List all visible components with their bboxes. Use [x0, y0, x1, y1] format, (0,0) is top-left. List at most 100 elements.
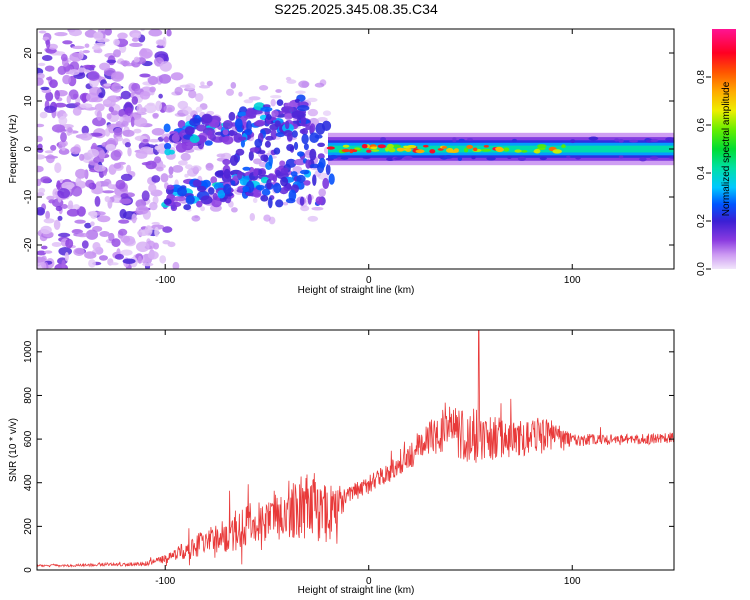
noise-blob — [94, 103, 105, 112]
branch-upper-blob — [163, 123, 171, 133]
noise-blob — [159, 255, 167, 264]
mid-blob — [273, 182, 282, 194]
noise-blob — [62, 74, 71, 85]
main-band-hotspot — [371, 149, 380, 152]
main-band-edge — [336, 157, 343, 160]
noise-blob — [142, 262, 154, 267]
mid-blob — [303, 180, 311, 186]
main-band-hotspot — [561, 144, 566, 149]
noise-blob — [120, 235, 131, 243]
mid-blob — [309, 163, 320, 169]
mid-blob — [291, 130, 298, 138]
noise-blob — [63, 113, 68, 118]
branch-upper-blob — [171, 133, 180, 143]
mid-blob — [234, 118, 243, 130]
noise-blob — [71, 229, 84, 235]
faint-blob — [195, 93, 204, 102]
mid-blob — [229, 155, 239, 166]
faint-blob — [184, 173, 189, 178]
faint-blob — [263, 214, 271, 222]
noise-blob — [131, 37, 139, 42]
noise-blob — [92, 117, 106, 127]
main-band-hotspot — [377, 144, 386, 149]
main-band-edge — [511, 138, 518, 143]
colorbar-tick-label: 0.4 — [696, 166, 707, 180]
noise-blob — [110, 71, 124, 82]
mid-blob — [318, 157, 326, 169]
noise-blob — [55, 205, 63, 212]
noise-blob — [45, 210, 50, 220]
main-band-edge — [575, 156, 581, 160]
noise-blob — [69, 29, 82, 37]
colorbar-tick-label: 0.8 — [696, 70, 707, 84]
branch-upper-blob — [271, 110, 279, 118]
noise-blob — [110, 262, 119, 266]
y-tick-label: 20 — [23, 47, 34, 59]
branch-upper-blob — [284, 113, 293, 120]
noise-blob — [73, 247, 85, 256]
noise-blob — [105, 144, 116, 152]
mid-blob — [245, 191, 254, 197]
noise-blob — [67, 127, 73, 133]
branch-lower-blob — [177, 186, 187, 197]
main-band-edge — [444, 155, 453, 159]
noise-blob — [68, 89, 79, 100]
main-band-edge — [403, 156, 413, 160]
noise-blob — [154, 145, 161, 150]
main-band-edge — [507, 155, 512, 159]
faint-blob — [322, 110, 332, 116]
main-band-edge — [362, 156, 371, 159]
main-band-hotspot — [349, 148, 354, 154]
faint-blob — [178, 160, 188, 166]
noise-blob — [84, 43, 90, 48]
y-tick-label: -20 — [23, 237, 34, 252]
branch-lower-blob — [170, 204, 178, 211]
noise-blob — [93, 42, 106, 47]
faint-blob — [259, 85, 269, 91]
noise-blob — [61, 204, 68, 209]
noise-blob — [37, 154, 46, 160]
noise-blob — [40, 86, 50, 91]
noise-blob — [38, 187, 46, 194]
branch-upper-blob — [175, 142, 187, 153]
noise-blob — [45, 91, 54, 102]
mid-blob — [312, 174, 317, 187]
faint-blob — [275, 89, 282, 93]
noise-blob — [144, 225, 153, 236]
y-tick-label: 1000 — [23, 340, 34, 363]
noise-blob — [64, 252, 69, 262]
noise-blob — [89, 64, 96, 69]
mid-blob — [290, 171, 298, 177]
mid-blob — [222, 158, 231, 166]
mid-blob — [309, 123, 316, 133]
faint-blob — [295, 90, 306, 94]
noise-blob — [71, 186, 83, 197]
branch-lower-blob — [208, 187, 215, 195]
noise-blob — [155, 100, 163, 112]
noise-blob — [75, 168, 87, 179]
noise-blob — [119, 198, 132, 205]
branch-lower-blob — [212, 192, 218, 201]
noise-blob — [72, 107, 82, 116]
faint-blob — [198, 85, 211, 89]
branch-lower-blob — [192, 179, 202, 188]
noise-blob — [65, 238, 74, 249]
noise-blob — [124, 142, 131, 148]
branch-upper-blob — [276, 99, 284, 106]
spectrogram-y-ticks: -20 -10 0 10 20 — [23, 47, 674, 252]
main-band-hotspot — [342, 144, 350, 148]
branch-upper-blob — [245, 108, 257, 118]
noise-blob — [131, 213, 137, 224]
noise-blob — [131, 32, 141, 39]
noise-blob — [115, 120, 129, 128]
noise-blob — [167, 241, 176, 248]
mid-blob — [223, 183, 232, 195]
faint-blob — [220, 152, 232, 160]
noise-blob — [85, 229, 99, 240]
noise-blob — [42, 262, 47, 269]
noise-blob — [44, 65, 55, 72]
noise-blob — [37, 135, 43, 143]
noise-blob — [151, 128, 165, 136]
main-band-hotspot — [533, 148, 541, 154]
noise-blob — [122, 129, 135, 137]
